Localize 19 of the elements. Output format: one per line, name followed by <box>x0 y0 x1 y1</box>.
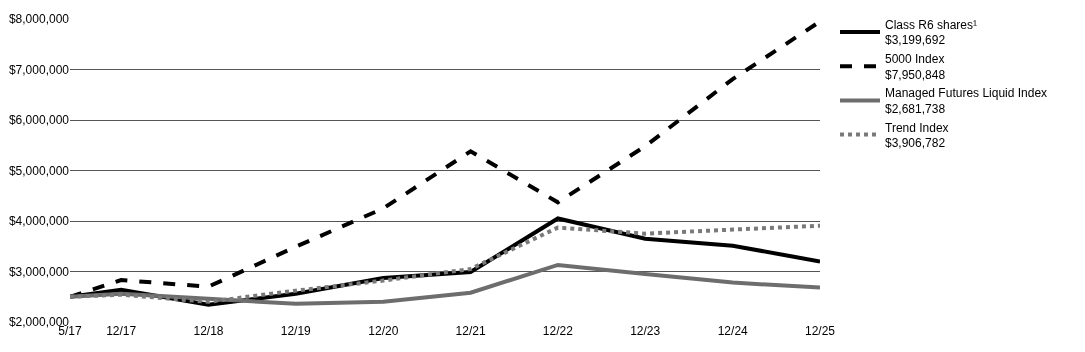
x-tick-label: 12/22 <box>542 324 574 338</box>
x-tick-label: 12/20 <box>368 324 399 338</box>
x-tick-label: 12/21 <box>455 324 486 338</box>
y-tick-label: $8,000,000 <box>8 12 70 27</box>
x-tick-label: 12/18 <box>193 324 224 338</box>
x-tick-label: 12/25 <box>804 324 836 338</box>
y-tick-label: $4,000,000 <box>8 214 70 229</box>
x-tick-label: 12/24 <box>717 324 749 338</box>
legend-label: Class R6 shares¹ $3,199,692 <box>885 17 978 48</box>
y-tick-label: $5,000,000 <box>8 163 70 178</box>
y-tick-label: $3,000,000 <box>8 264 70 279</box>
x-tick-label: 12/19 <box>280 324 312 338</box>
legend-label: Managed Futures Liquid Index $2,681,738 <box>885 86 1048 116</box>
legend-label: Trend Index $3,906,782 <box>885 120 949 151</box>
legend-label: 5000 Index $7,950,848 <box>885 52 946 82</box>
y-tick-label: $6,000,000 <box>8 113 70 128</box>
x-tick-label: 12/23 <box>630 324 661 338</box>
x-tick-label: 12/17 <box>106 324 137 338</box>
y-tick-label: $7,000,000 <box>8 62 70 77</box>
